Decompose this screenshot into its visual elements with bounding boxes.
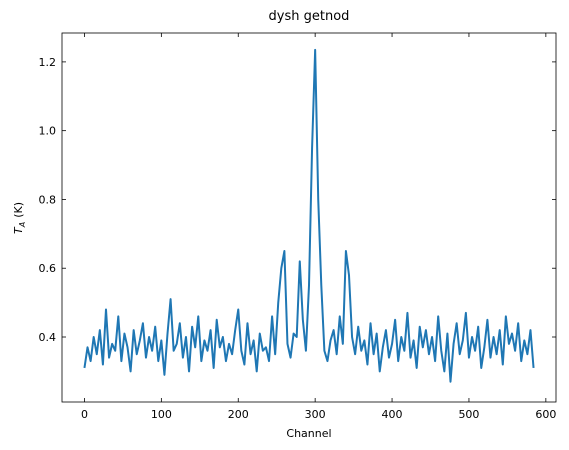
x-tick-label: 200 bbox=[228, 408, 249, 421]
y-label-unit: (K) bbox=[12, 202, 25, 218]
y-axis-label: TA (K) bbox=[12, 202, 27, 234]
y-tick-label: 1.2 bbox=[39, 56, 57, 69]
x-tick-label: 0 bbox=[81, 408, 88, 421]
x-tick-label: 600 bbox=[535, 408, 556, 421]
y-label-subscript: A bbox=[18, 222, 27, 228]
plot-frame bbox=[61, 32, 557, 403]
x-tick-label: 500 bbox=[458, 408, 479, 421]
y-tick-label: 1.0 bbox=[39, 125, 57, 138]
line-series bbox=[83, 48, 535, 383]
chart-title: dysh getnod bbox=[269, 9, 350, 24]
y-tick-label: 0.4 bbox=[39, 331, 57, 344]
y-tick-label: 0.8 bbox=[39, 193, 57, 206]
y-label-symbol: T bbox=[12, 226, 25, 234]
x-axis-label: Channel bbox=[286, 427, 331, 440]
x-tick-label: 400 bbox=[382, 408, 403, 421]
x-tick-label: 100 bbox=[151, 408, 172, 421]
x-tick-label: 300 bbox=[305, 408, 326, 421]
y-tick-label: 0.6 bbox=[39, 262, 57, 275]
